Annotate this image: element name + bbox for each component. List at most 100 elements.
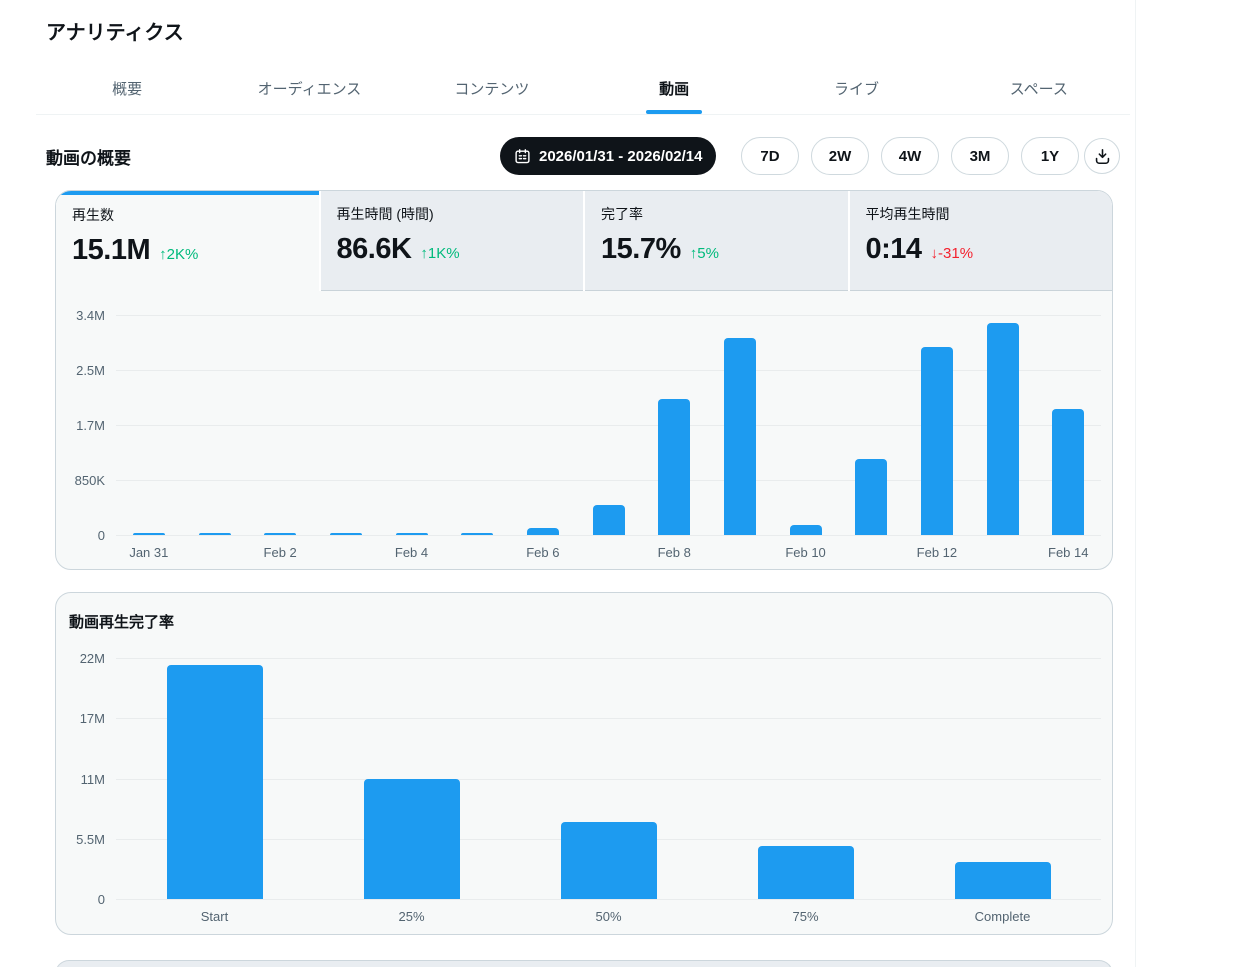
- metric-tab-average-watch-time[interactable]: 平均再生時間 0:14 ↓-31%: [849, 191, 1112, 291]
- completion-chart-title: 動画再生完了率: [69, 614, 175, 631]
- x-axis-tick-label: Feb 2: [263, 545, 297, 560]
- metric-label: 平均再生時間: [865, 206, 950, 222]
- x-axis: Jan 31 Feb 2 Feb 4 Feb 6 Feb 8 Feb 10 Feb 12 Fe…: [116, 545, 1101, 560]
- tab-video[interactable]: 動画: [583, 63, 765, 114]
- bar-feb-6[interactable]: [526, 527, 559, 535]
- gridline: [116, 370, 1101, 371]
- x-axis-tick-label: [838, 545, 904, 560]
- y-axis-tick-label: 11M: [80, 771, 105, 787]
- y-axis-tick-label: 3.4M: [76, 308, 105, 323]
- x-axis-tick-label: Feb 10: [785, 545, 826, 560]
- range-buttons: 7D 2W 4W 3M 1Y: [741, 137, 1079, 175]
- bar-75[interactable]: [757, 846, 854, 899]
- bar-feb-12[interactable]: [920, 347, 953, 535]
- tab-label: 動画: [659, 81, 690, 98]
- x-axis-tick-label: 75%: [792, 909, 819, 924]
- x-axis-tick-label: Feb 6: [526, 545, 560, 560]
- bar-50[interactable]: [560, 822, 657, 899]
- x-axis-tick-label: [444, 545, 510, 560]
- bar-complete[interactable]: [954, 861, 1051, 899]
- bar-feb-4[interactable]: [395, 533, 428, 535]
- bars-group: [116, 315, 1101, 535]
- metric-tab-views[interactable]: 再生数 15.1M ↑2K%: [56, 191, 319, 291]
- metric-tab-watch-time[interactable]: 再生時間 (時間) 86.6K ↑1K%: [320, 191, 583, 291]
- completion-funnel-card: 動画再生完了率 0 5.5M 11M 17M 22M Start 25% 50% 75% Comp…: [55, 592, 1113, 935]
- gridline: [116, 315, 1101, 316]
- nav-tabs: 概要 オーディエンス コンテンツ 動画 ライブ スペース: [36, 63, 1130, 115]
- bar-feb-5[interactable]: [461, 533, 494, 535]
- tab-overview[interactable]: 概要: [36, 63, 218, 114]
- metric-value: 86.6K: [336, 233, 412, 265]
- x-axis-tick-label: [970, 545, 1036, 560]
- x-axis-tick-label: Start: [200, 909, 229, 924]
- tab-spaces[interactable]: スペース: [948, 63, 1130, 114]
- bar-feb-9[interactable]: [723, 337, 756, 535]
- x-axis-tick-label: Feb 4: [394, 545, 429, 560]
- gridline: [116, 658, 1101, 659]
- gridline: [116, 899, 1101, 900]
- x-axis-tick-label: 50%: [595, 909, 622, 924]
- metric-delta: ↑5%: [689, 245, 719, 262]
- tab-label: 概要: [112, 81, 143, 98]
- metric-delta: ↓-31%: [930, 245, 974, 262]
- metric-value: 15.7%: [601, 233, 681, 265]
- gridline: [116, 480, 1101, 481]
- bar-jan-31[interactable]: [132, 533, 165, 535]
- download-icon: [1093, 147, 1112, 166]
- bar-25[interactable]: [363, 778, 460, 899]
- bar-feb-3[interactable]: [329, 533, 362, 535]
- bar-start[interactable]: [166, 664, 263, 899]
- views-bar-chart: 0 850K 1.7M 2.5M 3.4M Jan 31 Feb 2 Feb 4 Feb 6 Fe…: [75, 308, 1101, 560]
- bar-feb-7[interactable]: [592, 504, 625, 535]
- range-button-1y[interactable]: 1Y: [1021, 137, 1079, 175]
- x-axis-tick-label: Jan 31: [129, 545, 169, 560]
- tab-live[interactable]: ライブ: [765, 63, 947, 114]
- page-title: アナリティクス: [46, 22, 184, 44]
- range-button-3m[interactable]: 3M: [951, 137, 1009, 175]
- metric-label: 再生時間 (時間): [336, 206, 434, 222]
- range-button-7d[interactable]: 7D: [741, 137, 799, 175]
- bars-group: [116, 658, 1101, 899]
- x-axis-tick-label: [576, 545, 642, 560]
- metric-delta: ↑2K%: [159, 246, 199, 263]
- bar-feb-2[interactable]: [264, 533, 297, 535]
- bar-feb-13[interactable]: [986, 323, 1019, 535]
- range-button-4w[interactable]: 4W: [881, 137, 939, 175]
- x-axis-tick-label: [707, 545, 773, 560]
- x-axis-tick-label: Feb 12: [916, 545, 958, 560]
- x-axis-tick-label: [182, 545, 248, 560]
- tab-content[interactable]: コンテンツ: [401, 63, 583, 114]
- y-axis-tick-label: 5.5M: [76, 831, 105, 847]
- metric-tab-completion-rate[interactable]: 完了率 15.7% ↑5%: [585, 191, 848, 291]
- date-range-picker[interactable]: 2026/01/31 - 2026/02/14: [500, 137, 717, 175]
- x-axis-tick-label: [313, 545, 379, 560]
- gridline: [116, 535, 1101, 536]
- calendar-icon: [514, 148, 531, 165]
- tab-label: オーディエンス: [257, 81, 362, 98]
- metric-label: 完了率: [601, 206, 643, 222]
- metric-tabs: 再生数 15.1M ↑2K% 再生時間 (時間) 86.6K ↑1K% 完了率 15.7% ↑5…: [56, 191, 1112, 291]
- bar-feb-11[interactable]: [855, 459, 888, 535]
- gridline: [116, 718, 1101, 720]
- x-axis-tick-label: Complete: [974, 909, 1031, 924]
- metric-value: 15.1M: [72, 234, 151, 266]
- y-axis-tick-label: 2.5M: [76, 363, 105, 378]
- tab-audience[interactable]: オーディエンス: [218, 63, 400, 114]
- bar-feb-14[interactable]: [1052, 409, 1085, 535]
- tab-label: ライブ: [833, 81, 879, 98]
- y-axis-tick-label: 850K: [74, 473, 105, 488]
- download-button[interactable]: [1084, 138, 1120, 174]
- content-right-border: [1135, 0, 1136, 967]
- bar-feb-8[interactable]: [658, 399, 691, 535]
- metric-label: 再生数: [72, 207, 114, 223]
- next-section-card-edge: [55, 960, 1113, 967]
- y-axis-tick-label: 0: [97, 892, 105, 907]
- active-tab-underline: [646, 110, 703, 114]
- bar-feb-10[interactable]: [789, 524, 822, 535]
- x-axis-tick-label: Feb 14: [1048, 545, 1089, 560]
- bar-feb-1[interactable]: [198, 533, 231, 535]
- video-overview-card: 再生数 15.1M ↑2K% 再生時間 (時間) 86.6K ↑1K% 完了率 15.7% ↑5…: [55, 190, 1113, 570]
- x-axis: Start 25% 50% 75% Complete: [116, 909, 1101, 924]
- range-button-2w[interactable]: 2W: [811, 137, 869, 175]
